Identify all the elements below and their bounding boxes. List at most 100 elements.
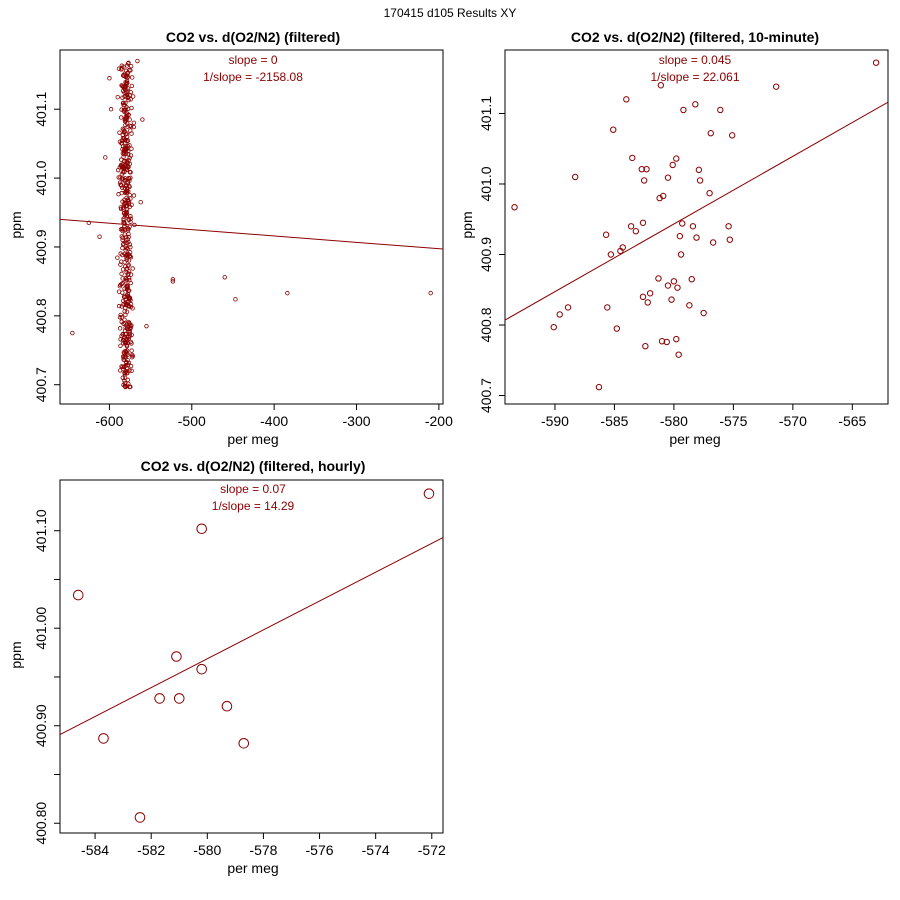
data-point — [103, 155, 108, 160]
panel-1-plot-area — [60, 58, 443, 390]
panel-3-xtick-label: -580 — [193, 842, 221, 858]
data-point — [72, 589, 84, 601]
data-point — [655, 275, 662, 282]
data-point — [673, 155, 680, 162]
data-point — [128, 68, 133, 73]
data-point — [121, 220, 126, 225]
data-point — [171, 651, 182, 662]
data-point — [126, 262, 132, 268]
panel-3-inverse-slope: 1/slope = 14.29 — [212, 499, 295, 513]
data-point — [131, 193, 137, 198]
data-point — [623, 96, 630, 103]
panel-1-frame — [59, 49, 444, 405]
data-point — [604, 304, 611, 311]
data-point — [122, 90, 127, 95]
data-point — [127, 326, 133, 332]
data-point — [126, 60, 131, 66]
panel-3-plot-area — [60, 488, 443, 823]
data-point — [122, 71, 127, 76]
data-point — [127, 322, 132, 327]
data-point — [129, 83, 135, 89]
data-point — [122, 286, 127, 291]
data-point — [118, 337, 123, 342]
data-point — [122, 260, 127, 265]
data-point — [124, 207, 129, 212]
data-point — [131, 120, 137, 125]
data-point — [707, 130, 714, 137]
data-point — [129, 348, 134, 353]
data-point — [121, 217, 126, 223]
panel-3: CO2 vs. d(O2/N2) (filtered, hourly) slop… — [8, 458, 446, 876]
data-point — [646, 290, 654, 297]
data-point — [673, 335, 680, 343]
data-point — [108, 107, 114, 112]
panel-2-fit-line — [505, 101, 888, 321]
data-point — [115, 255, 120, 260]
panel-1-ytick-label: 400.7 — [33, 367, 49, 402]
data-point — [122, 200, 127, 205]
data-point — [129, 332, 134, 338]
data-point — [122, 328, 128, 333]
data-point — [120, 199, 125, 204]
panel-1-ytick-label: 400.9 — [33, 229, 49, 264]
data-point — [127, 384, 132, 390]
data-point — [118, 175, 123, 180]
data-point — [122, 137, 128, 143]
data-point — [127, 184, 132, 190]
panel-3-fit-line — [60, 537, 443, 735]
panel-3-ylabel: ppm — [8, 641, 24, 668]
data-point — [128, 128, 133, 133]
data-point — [122, 294, 127, 299]
data-point — [120, 185, 125, 190]
data-point — [115, 167, 121, 173]
data-point — [125, 163, 130, 168]
data-point — [127, 331, 132, 337]
data-point — [131, 124, 137, 130]
data-point — [640, 177, 648, 184]
data-point — [120, 205, 126, 210]
data-point — [124, 211, 129, 216]
data-point — [126, 258, 132, 263]
panel-3-xtick-label: -574 — [362, 842, 390, 858]
data-point — [173, 693, 185, 704]
data-point — [128, 280, 133, 286]
data-point — [124, 134, 130, 139]
data-point — [154, 693, 165, 704]
data-point — [122, 108, 127, 113]
panel-3-ytick-label: 400.80 — [33, 802, 49, 845]
panel-1-title: CO2 vs. d(O2/N2) (filtered) — [166, 29, 340, 45]
data-point — [689, 223, 697, 230]
data-point — [125, 138, 131, 143]
panel-1-ytick-label: 401.0 — [33, 160, 49, 195]
panel-3-xlabel: per meg — [227, 860, 278, 876]
data-point — [116, 175, 121, 180]
data-point — [125, 263, 131, 269]
data-point — [124, 118, 129, 123]
data-point — [121, 210, 127, 216]
data-point — [638, 165, 645, 173]
data-point — [126, 234, 131, 240]
data-point — [122, 378, 127, 383]
data-point — [124, 309, 130, 315]
data-point — [120, 245, 125, 251]
data-point — [128, 90, 134, 95]
panel-2-ytick-label: 400.9 — [478, 237, 494, 272]
data-point — [613, 325, 621, 332]
data-point — [639, 293, 647, 301]
data-point — [126, 288, 131, 294]
data-point — [130, 353, 136, 359]
data-point — [706, 189, 713, 197]
data-point — [124, 188, 130, 193]
data-point — [222, 275, 227, 280]
panel-2-ytick-label: 401.0 — [478, 166, 494, 201]
data-point — [70, 330, 75, 336]
panel-2: CO2 vs. d(O2/N2) (filtered, 10-minute) s… — [459, 29, 889, 447]
data-point — [138, 200, 143, 205]
data-point — [121, 154, 126, 159]
panel-1-xtick-label: -500 — [178, 413, 206, 429]
data-point — [119, 140, 125, 146]
data-point — [126, 157, 131, 163]
data-point — [123, 122, 128, 128]
data-point — [120, 276, 125, 281]
data-point — [122, 177, 127, 183]
